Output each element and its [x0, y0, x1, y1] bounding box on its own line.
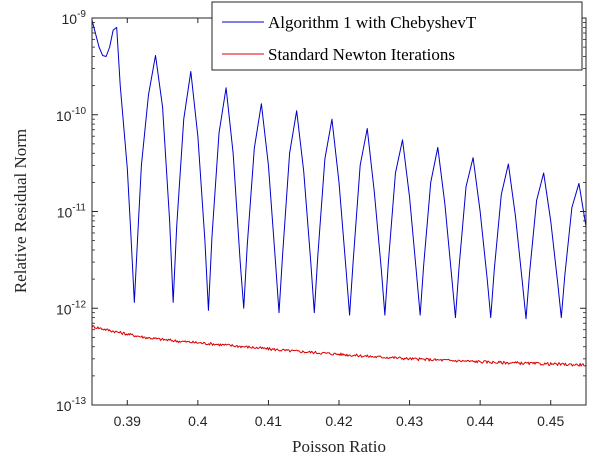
x-tick-label: 0.44	[467, 413, 494, 429]
x-tick-label: 0.42	[325, 413, 352, 429]
y-tick-label: 10-13	[56, 396, 86, 414]
x-tick-label: 0.45	[537, 413, 564, 429]
legend-label-newton: Standard Newton Iterations	[268, 45, 455, 64]
y-tick-label: 10-12	[56, 299, 86, 317]
x-axis-label: Poisson Ratio	[292, 437, 386, 456]
y-tick-label: 10-11	[57, 203, 87, 221]
x-tick-label: 0.39	[114, 413, 141, 429]
y-tick-label: 10-9	[62, 9, 87, 27]
y-tick-label: 10-10	[56, 106, 86, 124]
series-line-newton	[92, 325, 586, 367]
series-line-algorithm	[92, 20, 586, 320]
legend-box	[211, 1, 583, 71]
x-tick-label: 0.43	[396, 413, 423, 429]
plot-area	[92, 18, 586, 405]
x-tick-label: 0.41	[255, 413, 282, 429]
x-tick-label: 0.4	[188, 413, 208, 429]
legend: Algorithm 1 with ChebyshevT Standard New…	[211, 1, 583, 71]
y-axis-label: Relative Residual Norm	[11, 129, 30, 293]
legend-label-algorithm: Algorithm 1 with ChebyshevT	[268, 13, 477, 32]
